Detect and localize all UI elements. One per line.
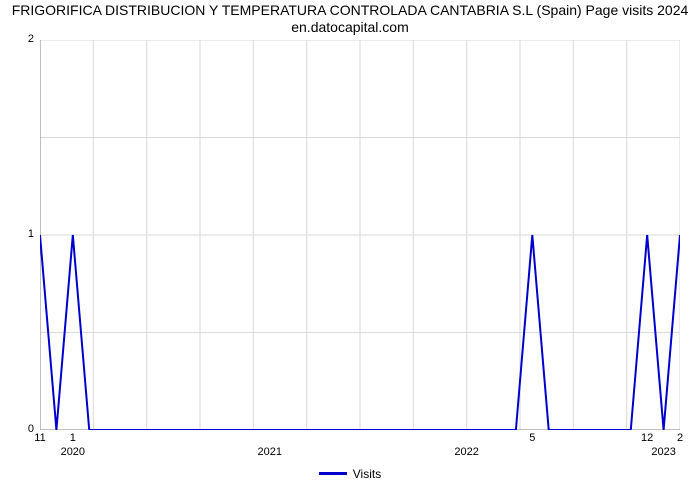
y-tick-label: 2 <box>10 33 34 45</box>
y-tick-label: 0 <box>10 423 34 435</box>
x-tick-major: 2021 <box>257 446 281 458</box>
x-tick-minor: 2 <box>677 432 683 444</box>
title-line-2: en.datocapital.com <box>291 19 409 35</box>
x-tick-minor: 5 <box>529 432 535 444</box>
legend: Visits <box>0 466 700 481</box>
plot-area <box>40 40 680 430</box>
x-tick-major: 2020 <box>61 446 85 458</box>
x-tick-major: 2022 <box>454 446 478 458</box>
x-tick-major: 2023 <box>651 446 675 458</box>
legend-swatch <box>319 472 347 475</box>
x-tick-minor: 1 <box>70 432 76 444</box>
legend-label: Visits <box>353 467 381 481</box>
chart-container: FRIGORIFICA DISTRIBUCION Y TEMPERATURA C… <box>0 0 700 500</box>
x-tick-minor: 11 <box>34 432 45 444</box>
y-tick-label: 1 <box>10 228 34 240</box>
x-tick-minor: 12 <box>641 432 653 444</box>
title-line-1: FRIGORIFICA DISTRIBUCION Y TEMPERATURA C… <box>12 2 689 18</box>
chart-title: FRIGORIFICA DISTRIBUCION Y TEMPERATURA C… <box>0 2 700 36</box>
